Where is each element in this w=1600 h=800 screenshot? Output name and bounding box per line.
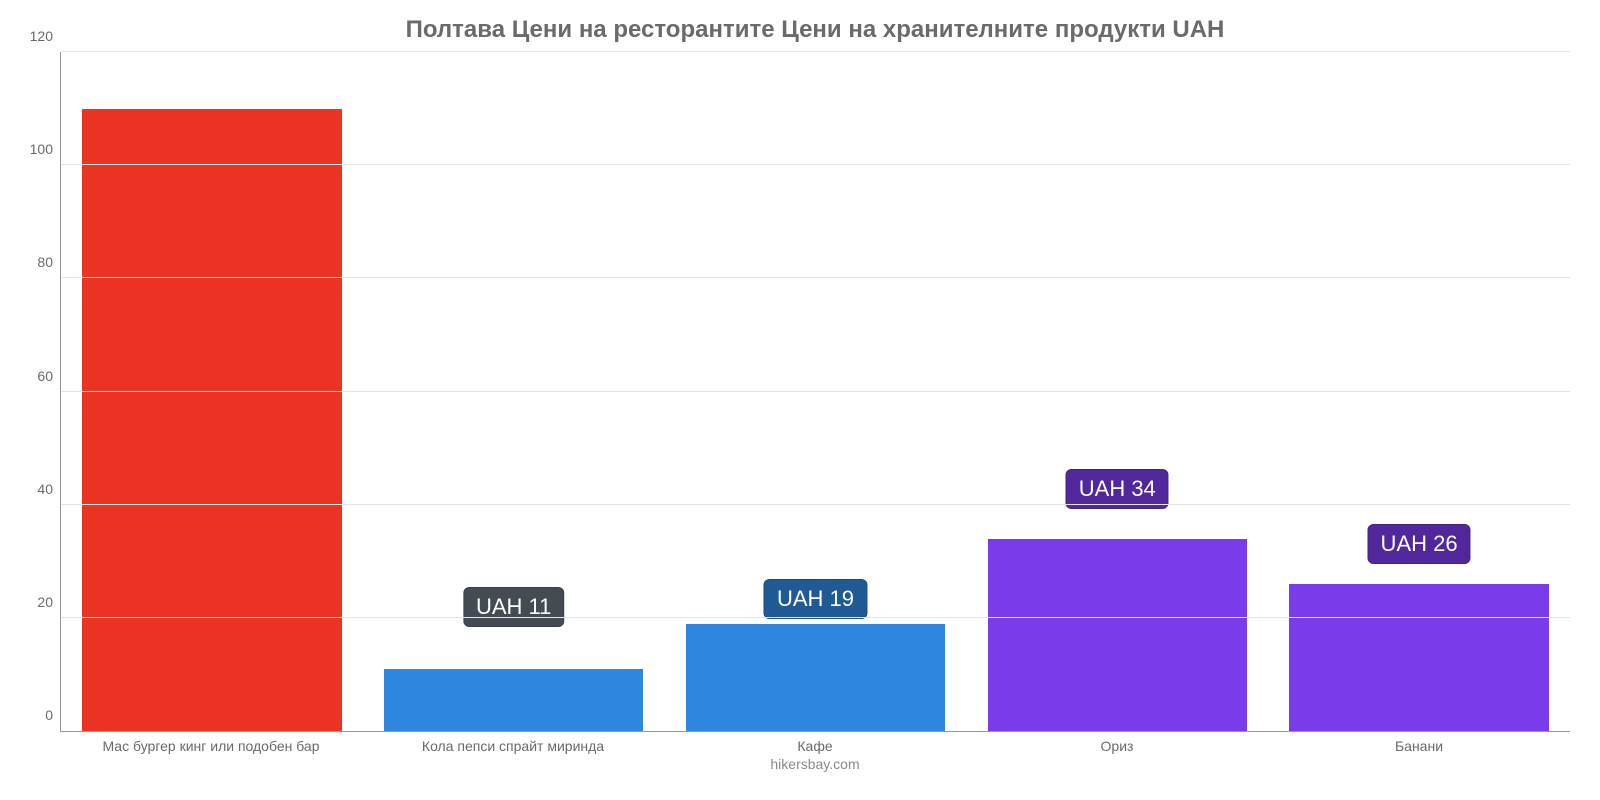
- y-tick-label: 20: [37, 594, 61, 610]
- plot-area: UAH 110UAH 11UAH 19UAH 34UAH 26 02040608…: [60, 52, 1570, 732]
- bar: UAH 34: [988, 539, 1248, 731]
- y-tick-label: 40: [37, 481, 61, 497]
- value-badge: UAH 19: [764, 579, 867, 619]
- grid-line: [61, 51, 1570, 52]
- grid-line: [61, 391, 1570, 392]
- price-bar-chart: Полтава Цени на ресторантите Цени на хра…: [0, 0, 1600, 800]
- bar-slot: UAH 11: [363, 52, 665, 731]
- value-badge: UAH 26: [1368, 524, 1471, 564]
- value-badge: UAH 11: [463, 587, 564, 627]
- bar-slot: UAH 26: [1268, 52, 1570, 731]
- grid-line: [61, 164, 1570, 165]
- bar-slot: UAH 19: [665, 52, 967, 731]
- x-axis-labels: Мас бургер кинг или подобен барКола пепс…: [60, 738, 1570, 754]
- x-axis-label: Кола пепси спрайт миринда: [362, 738, 664, 754]
- bars-container: UAH 110 UAH 11 UAH 19 UAH 34 UAH 26: [61, 52, 1570, 731]
- bar: UAH 11: [384, 669, 644, 731]
- value-badge: UAH 34: [1066, 469, 1169, 509]
- grid-line: [61, 504, 1570, 505]
- footer-attribution: hikersbay.com: [60, 756, 1570, 772]
- x-axis-label: Кафе: [664, 738, 966, 754]
- x-axis-label: Банани: [1268, 738, 1570, 754]
- grid-line: [61, 277, 1570, 278]
- bar-slot: UAH 34: [966, 52, 1268, 731]
- bar: UAH 26: [1289, 584, 1549, 731]
- bar: UAH 110: [82, 109, 342, 731]
- y-tick-label: 80: [37, 254, 61, 270]
- x-axis-label: Мас бургер кинг или подобен бар: [60, 738, 362, 754]
- y-tick-label: 60: [37, 368, 61, 384]
- chart-title: Полтава Цени на ресторантите Цени на хра…: [60, 16, 1570, 44]
- y-tick-label: 0: [45, 707, 61, 723]
- bar-slot: UAH 110: [61, 52, 363, 731]
- x-axis-label: Ориз: [966, 738, 1268, 754]
- bar: UAH 19: [686, 624, 946, 732]
- grid-line: [61, 617, 1570, 618]
- y-tick-label: 120: [30, 28, 61, 44]
- y-tick-label: 100: [30, 141, 61, 157]
